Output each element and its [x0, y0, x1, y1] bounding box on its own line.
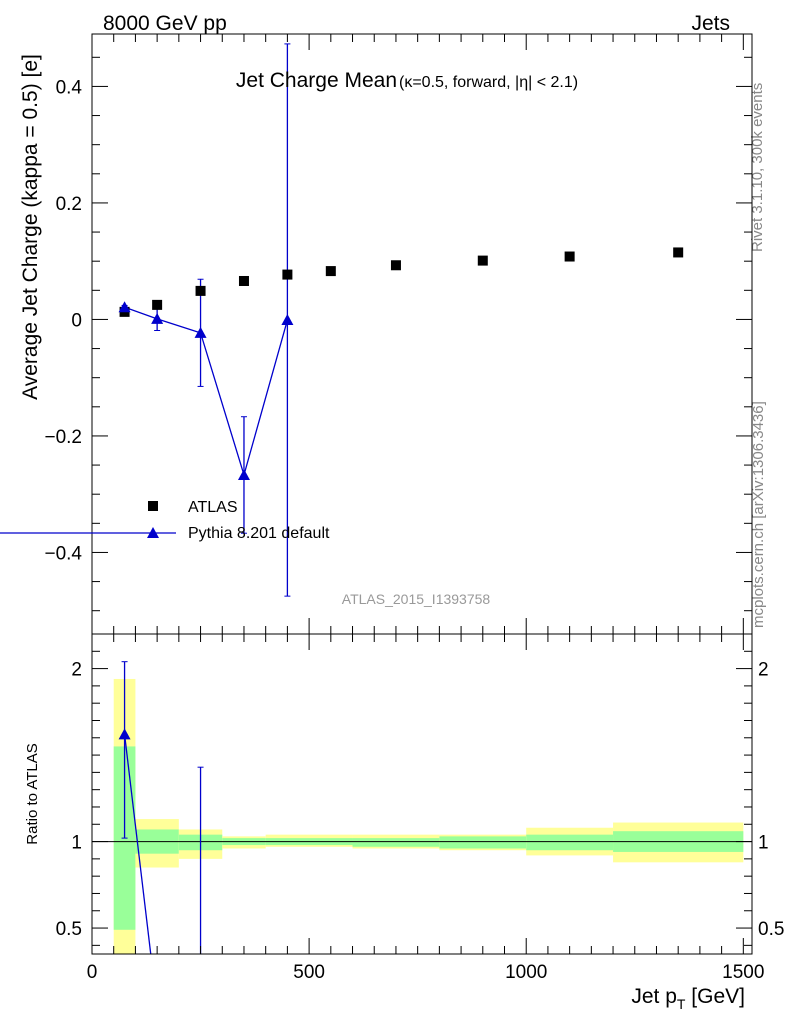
data-point [477, 255, 488, 266]
ratio-series-line [123, 734, 152, 955]
mcplots-label: mcplots.cern.ch [arXiv:1306.3436] [750, 401, 767, 628]
x-axis-label-main: Jet p [631, 985, 677, 1008]
data-point [564, 251, 575, 262]
main-ytick-label: 0.4 [56, 77, 83, 98]
main-panel: −0.4 −0.2 0 0.2 0.4 Jet Charge Mean (κ=0.5, … [0, 33, 753, 635]
data-point [195, 285, 206, 296]
legend: ATLAS Pythia 8.201 default [0, 499, 330, 542]
x-axis-label: Jet pT [GeV] [631, 985, 745, 1012]
ratio-bands [113, 678, 744, 954]
ratio-ticks [91, 634, 752, 954]
ratio-band-inner [526, 834, 614, 851]
rivet-label: Rivet 3.1.10, 300k events [749, 83, 766, 252]
main-title: Jet Charge Mean [236, 69, 397, 92]
data-point [325, 266, 336, 277]
ratio-ytick-label: 1 [71, 833, 82, 854]
ratio-ylabel: Ratio to ATLAS [24, 743, 41, 844]
mc-point [118, 301, 131, 313]
ratio-ytick-label-right: 2 [758, 660, 769, 681]
ratio-xtick-label: 1000 [505, 962, 547, 983]
main-ytick-label: 0 [71, 310, 82, 331]
ratio-xtick-labels: 0 500 1000 1500 [87, 962, 765, 983]
ratio-ytick-label-right: 1 [758, 833, 769, 854]
x-axis-label-unit: [GeV] [685, 985, 745, 1008]
legend-marker-atlas [148, 501, 158, 511]
analysis-id: ATLAS_2015_I1393758 [342, 591, 491, 607]
data-point [673, 247, 684, 258]
mc-point [194, 326, 207, 338]
ratio-ytick-labels: 0.5 0.5 1 1 2 2 [56, 660, 785, 940]
main-series [118, 43, 684, 597]
ratio-ytick-label: 0.5 [56, 919, 82, 940]
ratio-panel: 0.5 0.5 1 1 2 2 0 500 1000 1500 Ratio to ATLAS J… [24, 633, 785, 1012]
main-subtitle: (κ=0.5, forward, |η| < 2.1) [399, 74, 578, 91]
data-point [238, 275, 249, 286]
legend-label-pythia: Pythia 8.201 default [188, 525, 330, 542]
ratio-point [118, 728, 131, 740]
mc-series-line [124, 306, 289, 478]
legend-marker-pythia [147, 527, 159, 538]
ratio-frame [91, 633, 753, 955]
legend-label-atlas: ATLAS [188, 499, 238, 516]
ratio-band-inner [439, 836, 527, 849]
ratio-series [118, 661, 204, 955]
ratio-ytick-label: 2 [71, 660, 82, 681]
ratio-ytick-label-right: 0.5 [758, 919, 784, 940]
ratio-band-inner [352, 838, 440, 847]
ratio-xtick-label: 500 [293, 962, 325, 983]
main-ytick-label: −0.4 [44, 543, 82, 564]
header-right: Jets [691, 12, 730, 35]
main-ytick-label: 0.2 [56, 194, 82, 215]
data-point [282, 269, 293, 280]
main-ticks [91, 34, 752, 634]
main-ytick-label: −0.2 [44, 427, 82, 448]
mc-point [281, 314, 294, 326]
data-point [390, 260, 401, 271]
main-ylabel: Average Jet Charge (kappa = 0.5) [e] [19, 54, 42, 400]
ratio-xtick-label: 1500 [722, 962, 764, 983]
main-ytick-labels: −0.4 −0.2 0 0.2 0.4 [44, 77, 82, 564]
ratio-xtick-label: 0 [87, 962, 98, 983]
mc-point [237, 468, 250, 480]
x-axis-label-sub: T [677, 996, 686, 1012]
data-point [152, 299, 163, 310]
mc-point [151, 312, 164, 324]
header-left: 8000 GeV pp [103, 12, 227, 35]
main-frame [91, 33, 753, 635]
